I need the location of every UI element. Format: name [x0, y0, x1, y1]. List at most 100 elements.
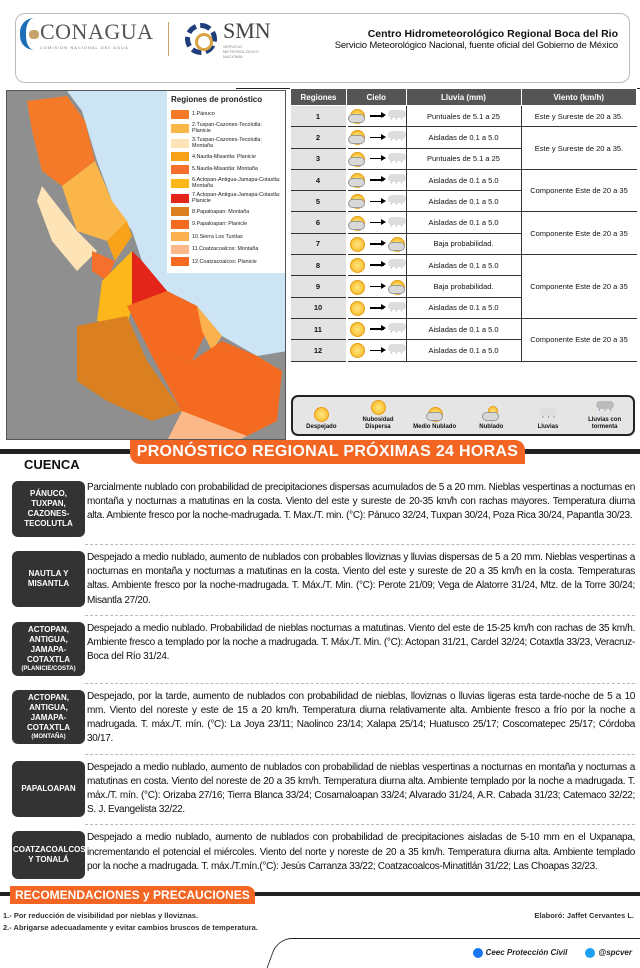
- legend-label: 9.Papaloapan: Planicie: [192, 221, 248, 227]
- legend-item: 7.Actopan-Antigua-Jamapa-Cotaxtla: Plani…: [171, 191, 282, 206]
- legend-swatch: [171, 152, 189, 162]
- partly-cloudy-icon: [347, 129, 366, 146]
- arrow-right-icon: [369, 283, 386, 289]
- arrow-right-icon: [369, 113, 386, 118]
- region-cell: 1: [290, 105, 348, 128]
- facebook-icon: [472, 947, 483, 958]
- sunny-icon: [369, 399, 387, 415]
- arrow-right-icon: [369, 262, 386, 267]
- legend-swatch: [171, 232, 189, 242]
- sky-cell: [346, 105, 407, 128]
- sky-cell: [346, 318, 407, 341]
- legend-label: 12.Coatzacoalcos: Planicie: [192, 258, 257, 265]
- forecast-body: PÁNUCO, TUXPAN, CAZONES-TECOLUTLA Parcial…: [0, 481, 640, 968]
- header-subtitle: Servicio Meteorológico Nacional, fuente …: [334, 40, 619, 51]
- arrow-right-icon: [369, 134, 386, 139]
- divider: [85, 544, 635, 545]
- sky-legend-label: Nublado: [479, 424, 504, 430]
- partly-cloudy-icon: [347, 172, 366, 189]
- conagua-logo: CONAGUA COMISIÓN NACIONAL DEL AGUA: [20, 18, 154, 50]
- basin-name: COATZACOALCOS Y TONALÁ: [13, 845, 86, 865]
- legend-swatch: [171, 244, 189, 254]
- table-row: 3 Puntuales de 5.1 a 25: [290, 148, 637, 170]
- partly-cloudy-icon: [347, 215, 366, 231]
- rain-icon: [387, 257, 406, 274]
- cuenca-heading: CUENCA: [24, 457, 80, 472]
- basin-name: ACTOPAN, ANTIGUA, JAMAPA-COTAXTLA: [27, 624, 70, 664]
- sky-legend-item: Nubosidad Dispersa: [353, 399, 403, 431]
- sky-legend-item: Medio Nublado: [410, 406, 460, 431]
- divider: [85, 753, 635, 755]
- rain-cell: Aisladas de 0.1 a 5.0: [406, 211, 522, 234]
- legend-item: 6.Actopan-Antigua-Jamapa-Cotaxtla: Monta…: [171, 176, 282, 191]
- smn-emblem-icon: [185, 22, 217, 55]
- sky-cell: [346, 339, 407, 362]
- partly-cloudy-icon: [347, 193, 366, 210]
- sky-cell: [346, 169, 407, 192]
- basin-section: PÁNUCO, TUXPAN, CAZONES-TECOLUTLA Parcial…: [0, 481, 640, 537]
- twitter-link[interactable]: @spcver: [585, 947, 632, 958]
- legend-item: 10.Sierra Los Tuxtlas: [171, 231, 282, 244]
- recommendations-header: RECOMENDACIONES y PRECAUCIONES: [0, 886, 640, 908]
- rain-cell: Baja probabilidad.: [406, 275, 522, 298]
- rain-icon: [387, 151, 406, 168]
- sunny-icon: [348, 279, 366, 295]
- legend-swatch: [171, 193, 189, 203]
- sky-cell: [346, 297, 407, 319]
- arrow-right-icon: [369, 326, 386, 331]
- legend-label: 4.Nautla-Misantla: Planicie: [192, 153, 256, 160]
- page-title: PRONÓSTICO REGIONAL PRÓXIMAS 24 HORAS: [130, 440, 525, 464]
- forecast-table: Regiones Cielo Lluvia (mm) Viento (km/h)…: [290, 88, 637, 362]
- sky-legend-label: Medio Nublado: [413, 424, 457, 430]
- sunny-icon: [348, 321, 366, 338]
- facebook-label: Ceec Protección Civil: [485, 948, 568, 958]
- wind-cell: Componente Este de 20 a 35: [521, 169, 637, 213]
- legend-item: 1.Pánuco: [171, 108, 282, 121]
- rain-cell: Aisladas de 0.1 a 5.0: [406, 190, 522, 213]
- sunny-icon: [348, 236, 366, 252]
- logo-divider: [168, 22, 169, 56]
- region-cell: 6: [290, 211, 348, 234]
- sunny-icon: [348, 342, 366, 359]
- arrow-right-icon: [369, 198, 386, 203]
- conagua-subtitle: COMISIÓN NACIONAL DEL AGUA: [40, 44, 129, 50]
- header: [15, 13, 630, 83]
- rain-cell: Aisladas de 0.1 a 5.0: [406, 254, 522, 277]
- legend-label: 6.Actopan-Antigua-Jamapa-Cotaxtla: Monta…: [192, 176, 281, 190]
- facebook-link[interactable]: Ceec Protección Civil: [472, 947, 568, 958]
- divider: [85, 614, 635, 616]
- sky-cell: [346, 233, 407, 256]
- rain-icon: [387, 193, 406, 210]
- basin-forecast: Despejado a medio nublado, aumento de nu…: [87, 761, 635, 816]
- region-cell: 10: [290, 297, 348, 319]
- basin-forecast: Despejado, por la tarde, aumento de nubl…: [87, 690, 635, 745]
- basin-forecast: Despejado a medio nublado, aumento de nu…: [87, 552, 635, 606]
- basin-label: NAUTLA Y MISANTLA: [12, 551, 85, 607]
- legend-label: 7.Actopan-Antigua-Jamapa-Cotaxtla: Plani…: [192, 191, 281, 205]
- legend-swatch: [171, 138, 189, 148]
- sunny-icon: [348, 300, 366, 316]
- rain-cell: Aisladas de 0.1 a 5.0: [406, 126, 522, 149]
- partly-cloudy-icon: [387, 236, 406, 252]
- sky-cell: [346, 211, 407, 234]
- region-cell: 4: [290, 169, 348, 192]
- basin-section: PAPALOAPAN Despejado a medio nublado, aum…: [0, 760, 640, 818]
- legend-item: 9.Papaloapan: Planicie: [171, 218, 282, 231]
- rain-cell: Aisladas de 0.1 a 5.0: [406, 169, 522, 192]
- basin-subname: (PLANICIE/COSTA): [21, 665, 76, 672]
- sunny-icon: [348, 257, 366, 274]
- table-row: 5 Aisladas de 0.1 a 5.0: [290, 190, 637, 213]
- basin-forecast: Despejado a medio nublado, aumento de nu…: [87, 832, 635, 872]
- sky-cell: [346, 126, 407, 149]
- arrow-right-icon: [369, 240, 386, 246]
- region-cell: 2: [290, 126, 348, 149]
- legend-label: 2.Tuxpan-Cazones-Tecolutla: Planicie: [192, 121, 262, 135]
- twitter-label: @spcver: [598, 948, 632, 958]
- rain-icon: [538, 406, 557, 423]
- author: Elaboró: Jaffet Cervantes L.: [534, 911, 634, 921]
- col-lluvia: Lluvia (mm): [405, 88, 522, 106]
- region-cell: 11: [290, 318, 348, 341]
